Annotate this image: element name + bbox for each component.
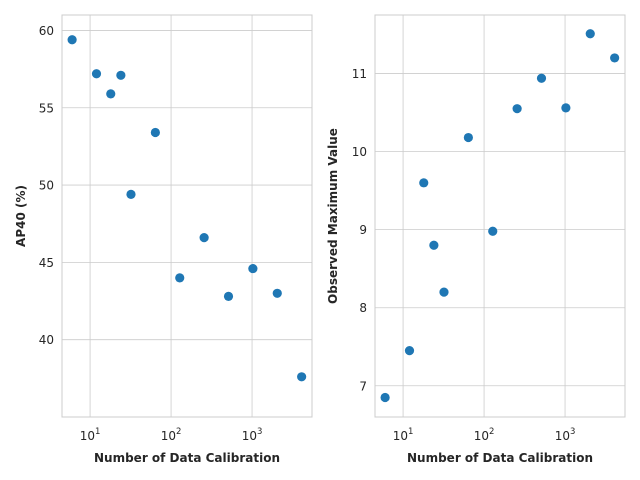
x-tick-label: 101: [80, 427, 101, 443]
x-tick-label: 101: [393, 427, 414, 443]
data-point: [512, 104, 522, 114]
x-tick-label: 103: [555, 427, 576, 443]
data-point: [561, 103, 571, 113]
y-tick-label: 10: [352, 145, 367, 159]
data-point: [380, 392, 390, 403]
y-tick-label: 7: [359, 379, 367, 393]
data-point: [585, 29, 595, 39]
plot-area: [375, 15, 625, 417]
plot-frame: [374, 14, 626, 418]
data-point: [106, 89, 116, 99]
y-tick-label: 9: [359, 223, 367, 237]
y-tick-label: 40: [39, 333, 54, 347]
data-point: [223, 291, 234, 301]
data-point: [297, 372, 307, 382]
data-point: [439, 287, 449, 297]
data-point: [429, 240, 439, 250]
plot-area: [62, 15, 312, 417]
data-point: [116, 70, 126, 80]
x-tick-label: 102: [474, 427, 495, 443]
data-point: [536, 73, 547, 83]
data-point: [419, 178, 429, 188]
plot-frame: [61, 14, 313, 418]
data-point: [272, 288, 282, 298]
x-axis-label: Number of Data Calibration: [407, 451, 593, 465]
x-tick-label: 102: [161, 427, 182, 443]
x-axis-label: Number of Data Calibration: [94, 451, 280, 465]
y-axis-label: Observed Maximum Value: [326, 128, 340, 304]
y-tick-label: 8: [359, 301, 367, 315]
data-point: [126, 189, 136, 199]
data-point: [67, 35, 77, 45]
data-point: [175, 273, 185, 283]
data-point: [248, 263, 258, 274]
data-point: [404, 346, 415, 356]
data-point: [91, 69, 102, 79]
y-tick-label: 11: [352, 67, 367, 81]
left-chart-ap40: 40 45 50 55 60 101 102 103 Number of Data Calibr…: [14, 14, 313, 465]
x-tick-label: 103: [242, 427, 263, 443]
y-tick-label: 45: [39, 256, 54, 270]
y-tick-label: 60: [39, 24, 54, 38]
data-point: [610, 53, 620, 63]
y-tick-label: 50: [39, 179, 54, 193]
data-point: [488, 226, 498, 236]
right-chart-observed-max: 7 8 9 10 11 101 102 103 Number of Data Calibrati…: [326, 14, 626, 465]
y-axis-label: AP40 (%): [14, 185, 28, 247]
data-point: [199, 233, 209, 243]
y-tick-label: 55: [39, 101, 54, 115]
data-point: [150, 127, 160, 138]
data-point: [463, 132, 473, 143]
